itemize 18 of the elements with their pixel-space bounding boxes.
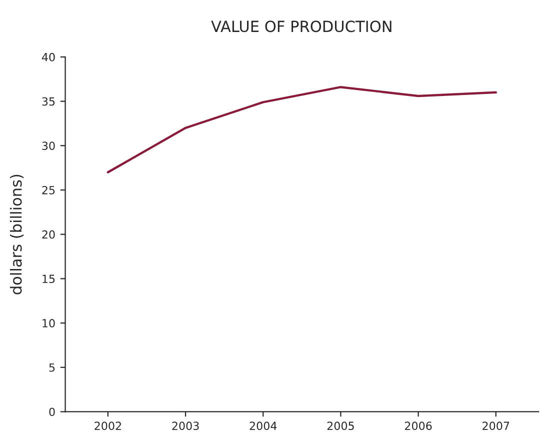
y-tick-label: 40 xyxy=(42,52,55,62)
y-tick-label: 20 xyxy=(42,230,55,239)
x-tick-label: 2003 xyxy=(172,422,199,430)
x-tick-label: 2004 xyxy=(250,422,277,430)
line-series xyxy=(106,86,497,174)
y-tick-label: 5 xyxy=(49,363,55,372)
y-tick-label: 30 xyxy=(42,142,55,150)
x-tick-label: 2006 xyxy=(404,422,432,430)
y-tick-label: 10 xyxy=(42,319,55,328)
chart-title: VALUE OF PRODUCTION xyxy=(211,20,392,32)
y-axis-title: dollars (billions) xyxy=(10,174,24,294)
x-tick-label: 2002 xyxy=(94,422,121,430)
x-tick-label: 2007 xyxy=(482,422,510,430)
y-tick-label: 0 xyxy=(49,408,55,416)
x-tick-label: 2005 xyxy=(327,422,354,430)
y-tick-label: 25 xyxy=(42,186,55,194)
y-tick-label: 15 xyxy=(42,274,55,284)
y-tick-label: 35 xyxy=(42,97,55,106)
